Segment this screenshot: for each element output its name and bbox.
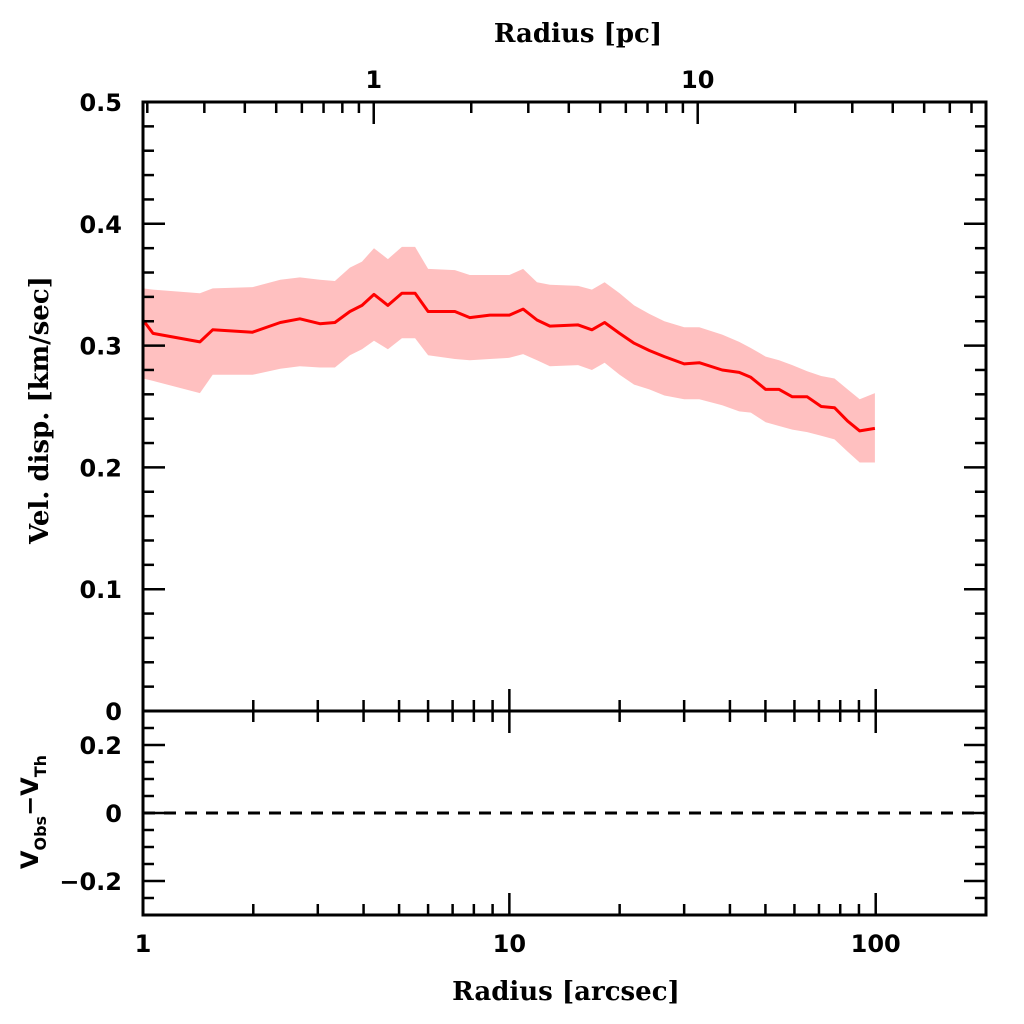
y-tick-label: 0.2 <box>79 454 122 482</box>
x-tick-label: 1 <box>135 930 152 958</box>
velocity-dispersion-line <box>141 291 876 433</box>
ylabel-minus: − <box>16 796 44 816</box>
y-tick-label: 0.3 <box>79 333 122 361</box>
y-tick-label: 0.5 <box>79 89 122 117</box>
top-tick-label: 1 <box>365 66 382 94</box>
plot-frame <box>141 100 988 917</box>
series-line-layer <box>141 291 876 433</box>
tick-layer <box>141 100 986 917</box>
residual-y-tick-label: 0 <box>105 800 122 828</box>
y-tick-label: 0.1 <box>79 576 122 604</box>
y-tick-label: 0.4 <box>79 211 122 239</box>
svg-text:VObs−VTh: VObs−VTh <box>16 755 50 869</box>
x-tick-label: 10 <box>493 930 526 958</box>
residual-y-tick-label: −0.2 <box>59 868 122 896</box>
error-band <box>143 246 875 463</box>
x-axis-title: Radius [arcsec] <box>452 977 680 1007</box>
error-band-layer <box>143 246 875 463</box>
axes-frame <box>141 100 988 917</box>
y-tick-label: 0 <box>105 698 122 726</box>
ylabel-sub-th: Th <box>31 755 50 777</box>
top-axis-title: Radius [pc] <box>494 19 662 49</box>
residual-y-axis-title: VObs−VTh <box>16 755 50 869</box>
y-axis-title: Vel. disp. [km/sec] <box>25 276 55 545</box>
ylabel-v1: V <box>16 850 44 869</box>
ylabel-sub-obs: Obs <box>31 816 50 851</box>
x-tick-label: 100 <box>851 930 901 958</box>
residual-y-tick-label: 0.2 <box>79 732 122 760</box>
ylabel-v2: V <box>16 777 44 796</box>
top-tick-label: 10 <box>681 66 714 94</box>
